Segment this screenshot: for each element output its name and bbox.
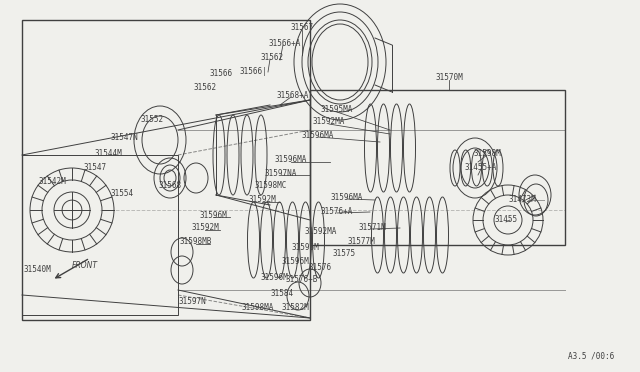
Text: 31596M: 31596M: [199, 211, 227, 219]
Text: 31576+B: 31576+B: [286, 276, 318, 285]
Text: 31455: 31455: [495, 215, 518, 224]
Text: 31547N: 31547N: [110, 134, 138, 142]
Text: 31584: 31584: [271, 289, 294, 298]
Text: 31544M: 31544M: [94, 148, 122, 157]
Text: FRONT: FRONT: [72, 260, 98, 269]
Text: 31571M: 31571M: [358, 222, 386, 231]
Text: 31473M: 31473M: [508, 196, 536, 205]
Text: 31576+A: 31576+A: [321, 206, 353, 215]
Text: 31597NA: 31597NA: [265, 169, 297, 177]
Text: 31596M: 31596M: [260, 273, 288, 282]
Text: 31598M: 31598M: [473, 148, 501, 157]
Text: 31554: 31554: [111, 189, 134, 199]
Text: 31552: 31552: [140, 115, 164, 125]
Text: 31562: 31562: [260, 52, 284, 61]
Text: 31562: 31562: [193, 83, 216, 92]
Bar: [22, 155, 178, 315]
Text: 31596MA: 31596MA: [302, 131, 334, 140]
Text: 31597N: 31597N: [178, 296, 206, 305]
Text: 31595M: 31595M: [291, 244, 319, 253]
Bar: [310, 90, 565, 245]
Text: 31577M: 31577M: [347, 237, 375, 246]
Text: 31592MA: 31592MA: [313, 118, 345, 126]
Text: 31568: 31568: [159, 182, 182, 190]
Text: 31566|: 31566|: [239, 67, 267, 77]
Text: 31540M: 31540M: [23, 266, 51, 275]
Text: 31596M: 31596M: [281, 257, 309, 266]
Text: 31570M: 31570M: [435, 74, 463, 83]
Text: 31592M: 31592M: [248, 196, 276, 205]
Text: 31598MA: 31598MA: [242, 302, 274, 311]
Bar: [22, 20, 310, 320]
Text: A3.5 /00:6: A3.5 /00:6: [568, 352, 614, 360]
Text: 31596MA: 31596MA: [331, 192, 363, 202]
Text: 31547: 31547: [83, 163, 107, 171]
Text: 31575: 31575: [332, 250, 356, 259]
Text: 31455+A: 31455+A: [465, 163, 497, 171]
Text: 31592MA: 31592MA: [305, 228, 337, 237]
Text: 31542M: 31542M: [38, 176, 66, 186]
Text: 31582M: 31582M: [281, 302, 309, 311]
Text: 31592M: 31592M: [191, 224, 219, 232]
Text: 31567: 31567: [291, 23, 314, 32]
Text: 31598MB: 31598MB: [180, 237, 212, 247]
Text: 31568+A: 31568+A: [277, 90, 309, 99]
Text: 31566+A: 31566+A: [269, 38, 301, 48]
Text: 31566: 31566: [209, 68, 232, 77]
Text: 31598MC: 31598MC: [255, 182, 287, 190]
Text: 31576: 31576: [308, 263, 332, 272]
Text: 31596MA: 31596MA: [275, 155, 307, 164]
Text: 31595MA: 31595MA: [321, 106, 353, 115]
